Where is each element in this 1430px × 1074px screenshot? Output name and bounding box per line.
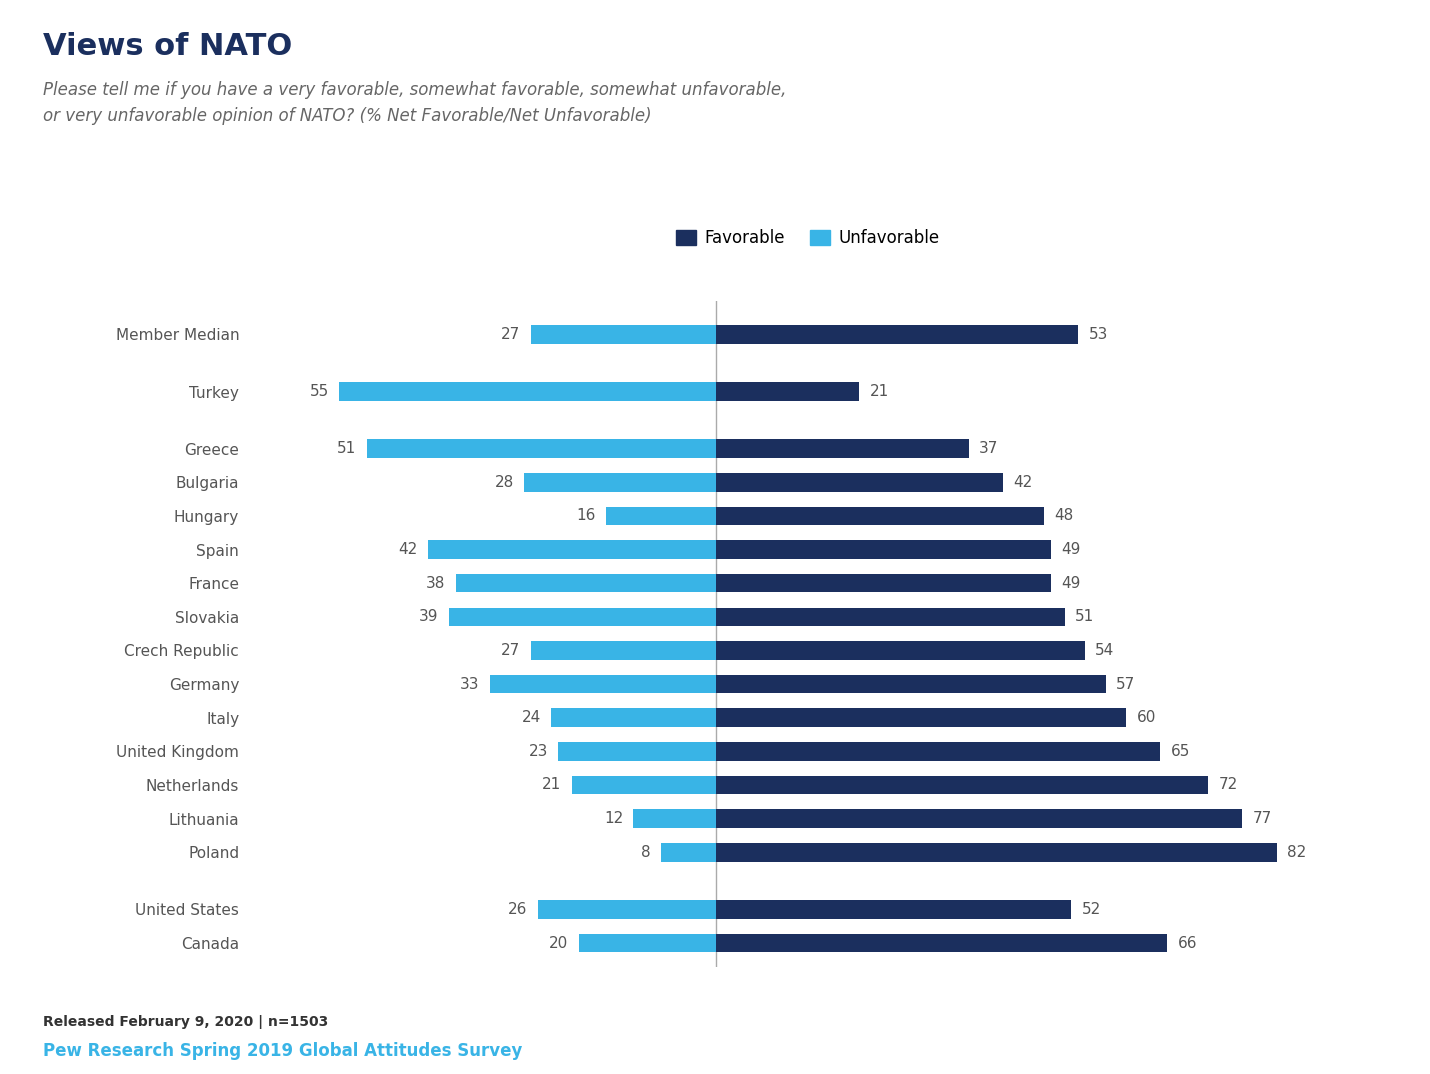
Bar <box>715 775 1208 795</box>
Text: 28: 28 <box>495 475 513 490</box>
Text: 72: 72 <box>1218 778 1238 793</box>
Text: 38: 38 <box>426 576 445 591</box>
Text: 60: 60 <box>1137 710 1155 725</box>
Text: 82: 82 <box>1287 845 1306 860</box>
Text: 65: 65 <box>1171 744 1190 759</box>
Bar <box>715 540 1051 558</box>
Bar <box>456 574 715 593</box>
Bar <box>572 775 715 795</box>
Bar <box>523 473 715 492</box>
Bar <box>715 608 1064 626</box>
Text: 24: 24 <box>522 710 541 725</box>
Bar <box>715 507 1044 525</box>
Bar <box>715 382 859 401</box>
Text: 39: 39 <box>419 609 439 624</box>
Text: Please tell me if you have a very favorable, somewhat favorable, somewhat unfavo: Please tell me if you have a very favora… <box>43 81 786 125</box>
Bar <box>715 641 1085 659</box>
Text: Pew Research Spring 2019 Global Attitudes Survey: Pew Research Spring 2019 Global Attitude… <box>43 1042 522 1060</box>
Text: Released February 9, 2020 | n=1503: Released February 9, 2020 | n=1503 <box>43 1015 327 1029</box>
Text: 54: 54 <box>1095 643 1114 658</box>
Bar <box>715 742 1160 760</box>
Bar <box>633 810 715 828</box>
Bar <box>715 473 1002 492</box>
Bar <box>715 674 1105 694</box>
Bar <box>715 843 1277 861</box>
Text: 20: 20 <box>549 935 569 950</box>
Text: 53: 53 <box>1088 326 1108 342</box>
Bar <box>715 933 1167 953</box>
Text: 42: 42 <box>1014 475 1032 490</box>
Text: 51: 51 <box>1075 609 1094 624</box>
Text: 52: 52 <box>1081 902 1101 917</box>
Text: 16: 16 <box>576 508 596 523</box>
Bar <box>579 933 715 953</box>
Text: 27: 27 <box>502 643 521 658</box>
Bar <box>715 325 1078 344</box>
Text: 23: 23 <box>529 744 548 759</box>
Bar <box>531 641 715 659</box>
Bar <box>428 540 715 558</box>
Text: 48: 48 <box>1054 508 1074 523</box>
Text: 27: 27 <box>502 326 521 342</box>
Bar <box>489 674 715 694</box>
Text: 37: 37 <box>980 441 998 456</box>
Text: 21: 21 <box>869 384 889 400</box>
Text: 51: 51 <box>337 441 356 456</box>
Bar <box>366 439 715 458</box>
Text: 57: 57 <box>1115 677 1135 692</box>
Bar <box>715 709 1127 727</box>
Text: 42: 42 <box>399 542 418 557</box>
Text: 77: 77 <box>1253 811 1273 826</box>
Text: 21: 21 <box>542 778 562 793</box>
Text: 33: 33 <box>460 677 479 692</box>
Bar <box>531 325 715 344</box>
Text: 26: 26 <box>508 902 528 917</box>
Bar <box>339 382 715 401</box>
Bar <box>715 574 1051 593</box>
Text: 49: 49 <box>1061 576 1081 591</box>
Text: 66: 66 <box>1177 935 1197 950</box>
Bar <box>661 843 715 861</box>
Text: 49: 49 <box>1061 542 1081 557</box>
Text: Views of NATO: Views of NATO <box>43 32 292 61</box>
Bar <box>715 439 968 458</box>
Bar <box>538 900 715 918</box>
Bar <box>715 900 1071 918</box>
Bar <box>449 608 715 626</box>
Text: 8: 8 <box>641 845 651 860</box>
Bar <box>606 507 715 525</box>
Bar <box>558 742 715 760</box>
Legend: Favorable, Unfavorable: Favorable, Unfavorable <box>669 222 947 253</box>
Bar <box>552 709 715 727</box>
Text: 12: 12 <box>603 811 623 826</box>
Text: 55: 55 <box>310 384 329 400</box>
Bar <box>715 810 1243 828</box>
